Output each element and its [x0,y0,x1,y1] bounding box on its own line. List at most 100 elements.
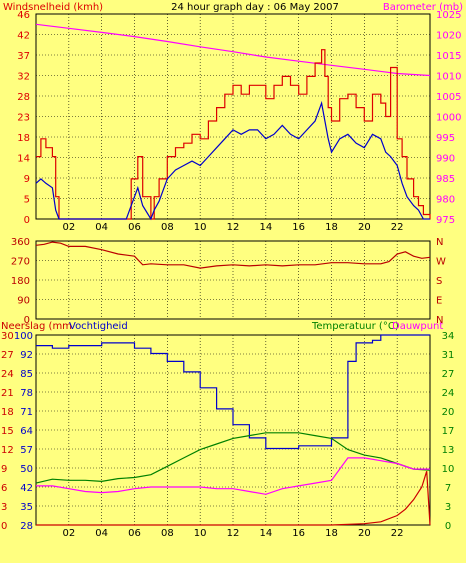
wind-left-tick-label: 23 [17,113,30,124]
wind-left-tick-label: 5 [24,195,30,206]
wind-x-tick-label: 12 [227,222,240,233]
humidity-left-tick-label: 64 [20,426,33,437]
temperature-right-tick-label: 3 [445,502,451,513]
humidity-line [36,334,430,450]
rain-left-tick-label: 3 [1,502,7,513]
humidity-left-tick-label: 28 [20,521,33,532]
rain-line [36,471,431,526]
humidity-x-tick-label: 22 [391,528,404,539]
humidity-x-tick-label: 20 [358,528,371,539]
barometer-right-tick-label: 995 [436,133,455,144]
direction-right-tick-label: S [436,276,442,287]
wind-left-tick-label: 14 [17,154,30,165]
rain-left-tick-label: 21 [1,388,14,399]
rain-left-tick-label: 30 [1,331,14,342]
barometer-line [35,23,431,77]
wind-plot-frame [35,13,431,220]
humidity-x-tick-label: 04 [95,528,108,539]
wind-speed-line [36,49,431,220]
wind-avg-line [35,100,430,221]
temperature-right-tick-label: 17 [442,426,455,437]
wind-left-tick-label: 9 [24,174,30,185]
wind-left-tick-label: 0 [24,215,30,226]
barometer-right-tick-label: 1005 [436,92,461,103]
direction-right-tick-label: W [436,257,446,268]
humidity-left-tick-label: 78 [20,388,33,399]
barometer-right-tick-label: 975 [436,215,455,226]
wind-x-tick-label: 18 [325,222,338,233]
wind-x-tick-label: 02 [62,222,75,233]
humidity-left-tick-label: 92 [20,350,33,361]
direction-right-tick-label: E [436,296,442,307]
humidity-x-tick-label: 16 [292,528,305,539]
temperature-label: Temperatuur (°C) [311,321,399,332]
humidity-x-tick-label: 14 [259,528,272,539]
barometer-right-tick-label: 1025 [436,10,461,21]
temperature-line [35,432,431,484]
dewpoint-label: Dauwpunt [392,321,443,332]
temperature-right-tick-label: 10 [442,464,455,475]
rain-left-tick-label: 12 [1,445,14,456]
wind-left-label: Windsnelheid (kmh) [3,2,103,13]
wind-left-tick-label: 18 [17,133,30,144]
wind-x-tick-label: 16 [292,222,305,233]
rain-left-tick-label: 15 [1,426,14,437]
direction-plot-frame [35,240,431,320]
wind-x-tick-label: 20 [358,222,371,233]
chart-title: 24 hour graph day : 06 May 2007 [171,2,339,13]
rain-left-tick-label: 0 [1,521,7,532]
wind-x-tick-label: 06 [128,222,141,233]
wind-left-tick-label: 28 [17,92,30,103]
rain-left-tick-label: 6 [1,483,7,494]
wind-left-tick-label: 46 [17,10,30,21]
direction-right-tick-label: N [436,237,443,248]
temperature-right-tick-label: 27 [442,369,455,380]
humidity-x-tick-label: 06 [128,528,141,539]
direction-left-tick-label: 360 [11,237,30,248]
temperature-right-tick-label: 34 [442,331,455,342]
humidity-left-tick-label: 35 [20,502,33,513]
humidity-left-tick-label: 57 [20,445,33,456]
humidity-label: Vochtigheid [69,321,128,332]
temperature-right-tick-label: 20 [442,407,455,418]
direction-left-tick-label: 90 [17,296,30,307]
humidity-left-tick-label: 50 [20,464,33,475]
wind-x-tick-label: 10 [194,222,207,233]
wind-x-tick-label: 04 [95,222,108,233]
direction-left-tick-label: 180 [11,276,30,287]
wind-left-tick-label: 37 [17,51,30,62]
humidity-plot-frame [35,334,431,526]
barometer-right-tick-label: 1020 [436,31,461,42]
humidity-x-tick-label: 02 [62,528,75,539]
temperature-right-tick-label: 13 [442,445,455,456]
temperature-right-tick-label: 7 [445,483,451,494]
humidity-left-tick-label: 42 [20,483,33,494]
wind-left-tick-label: 32 [17,72,30,83]
wind-x-tick-label: 08 [161,222,174,233]
humidity-x-tick-label: 10 [194,528,207,539]
humidity-left-tick-label: 100 [14,331,33,342]
dewpoint-line [36,457,430,495]
rain-left-tick-label: 27 [1,350,14,361]
humidity-x-tick-label: 12 [227,528,240,539]
barometer-label: Barometer (mb) [383,2,463,13]
wind-left-tick-label: 42 [17,31,30,42]
barometer-right-tick-label: 1010 [436,72,461,83]
humidity-x-tick-label: 18 [325,528,338,539]
direction-left-tick-label: 270 [11,257,30,268]
rain-left-tick-label: 18 [1,407,14,418]
wind-x-tick-label: 22 [391,222,404,233]
direction-right-tick-label: N [436,315,443,326]
humidity-left-tick-label: 85 [20,369,33,380]
temperature-right-tick-label: 0 [445,521,451,532]
barometer-right-tick-label: 1015 [436,51,461,62]
humidity-x-tick-label: 08 [161,528,174,539]
rain-left-tick-label: 9 [1,464,7,475]
barometer-right-tick-label: 985 [436,174,455,185]
temperature-right-tick-label: 31 [442,350,455,361]
chart-layer: 4642373228231814950102510201015101010051… [1,10,461,539]
rain-label: Neerslag (mm [1,321,72,332]
temperature-right-tick-label: 24 [442,388,455,399]
barometer-right-tick-label: 1000 [436,113,461,124]
